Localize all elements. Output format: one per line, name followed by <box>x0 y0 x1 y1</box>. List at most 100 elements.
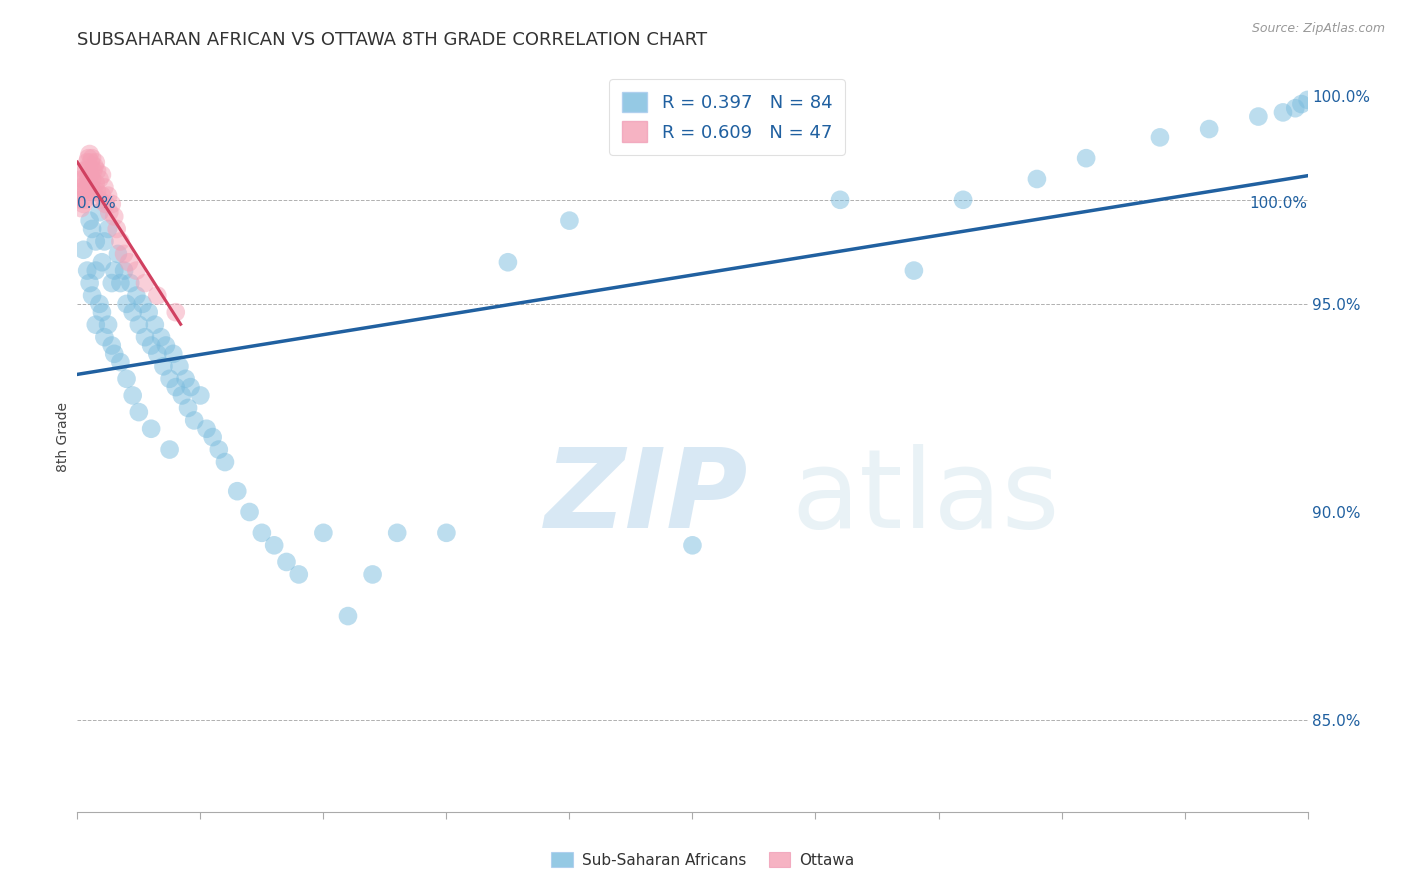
Point <box>101 197 124 211</box>
Text: SUBSAHARAN AFRICAN VS OTTAWA 8TH GRADE CORRELATION CHART: SUBSAHARAN AFRICAN VS OTTAWA 8TH GRADE C… <box>77 31 707 49</box>
Point <box>1284 101 1306 115</box>
Point <box>73 193 96 207</box>
Point <box>214 455 236 469</box>
Point <box>89 205 111 219</box>
Point <box>558 213 581 227</box>
Point <box>128 405 150 419</box>
Point <box>159 442 181 457</box>
Point <box>1198 122 1220 136</box>
Point <box>143 318 166 332</box>
Text: Source: ZipAtlas.com: Source: ZipAtlas.com <box>1251 22 1385 36</box>
Point <box>75 163 97 178</box>
Point <box>97 318 120 332</box>
Point <box>77 172 100 186</box>
Point <box>169 359 191 374</box>
Point <box>121 388 143 402</box>
Text: 0.0%: 0.0% <box>77 196 117 211</box>
Point <box>72 197 94 211</box>
Point <box>97 188 120 202</box>
Point <box>93 235 115 249</box>
Point <box>103 347 125 361</box>
Text: 100.0%: 100.0% <box>1250 196 1308 211</box>
Point <box>101 276 124 290</box>
Point <box>150 330 173 344</box>
Point <box>90 305 114 319</box>
Point <box>97 222 120 236</box>
Point <box>72 243 94 257</box>
Point <box>152 359 174 374</box>
Y-axis label: 8th Grade: 8th Grade <box>56 402 70 472</box>
Point <box>93 180 115 194</box>
Point <box>1076 151 1098 165</box>
Point <box>103 210 125 224</box>
Point <box>1296 93 1319 107</box>
Point <box>82 185 104 199</box>
Point <box>98 205 121 219</box>
Point <box>94 197 117 211</box>
Point <box>107 247 129 261</box>
Point <box>77 151 100 165</box>
Point <box>170 388 193 402</box>
Point <box>110 355 132 369</box>
Point <box>82 222 104 236</box>
Point <box>69 180 91 194</box>
Point <box>90 188 114 202</box>
Point <box>134 276 156 290</box>
Point <box>82 151 104 165</box>
Point <box>93 330 115 344</box>
Point <box>86 163 108 178</box>
Point <box>89 172 111 186</box>
Point <box>239 505 262 519</box>
Point <box>84 263 107 277</box>
Point <box>1026 172 1049 186</box>
Point <box>79 213 101 227</box>
Point <box>70 172 93 186</box>
Point <box>70 201 93 215</box>
Text: ZIP: ZIP <box>546 443 748 550</box>
Point <box>125 263 148 277</box>
Point <box>177 401 200 415</box>
Point <box>75 185 97 199</box>
Point <box>830 193 852 207</box>
Point <box>276 555 298 569</box>
Point <box>118 255 141 269</box>
Point <box>1149 130 1171 145</box>
Point <box>79 168 101 182</box>
Point <box>76 263 98 277</box>
Point <box>72 163 94 178</box>
Point <box>188 388 212 402</box>
Point <box>82 288 104 302</box>
Point <box>131 297 153 311</box>
Point <box>103 263 125 277</box>
Point <box>165 380 187 394</box>
Point <box>201 430 224 444</box>
Point <box>115 372 138 386</box>
Text: atlas: atlas <box>792 443 1059 550</box>
Point <box>82 172 104 186</box>
Legend: R = 0.397   N = 84, R = 0.609   N = 47: R = 0.397 N = 84, R = 0.609 N = 47 <box>609 79 845 155</box>
Point <box>138 305 160 319</box>
Point <box>952 193 974 207</box>
Point <box>134 330 156 344</box>
Point <box>112 263 135 277</box>
Point <box>128 318 150 332</box>
Point <box>174 372 197 386</box>
Point <box>70 185 93 199</box>
Point <box>183 413 205 427</box>
Point <box>121 305 143 319</box>
Point <box>141 422 163 436</box>
Point <box>1291 97 1313 112</box>
Point <box>83 160 105 174</box>
Point <box>1272 105 1295 120</box>
Point <box>89 297 111 311</box>
Point <box>76 180 98 194</box>
Point <box>496 255 519 269</box>
Point <box>90 168 114 182</box>
Point <box>73 172 96 186</box>
Point <box>1247 110 1270 124</box>
Point <box>141 338 163 352</box>
Point <box>226 484 249 499</box>
Point <box>146 347 169 361</box>
Point <box>162 347 184 361</box>
Point <box>250 525 273 540</box>
